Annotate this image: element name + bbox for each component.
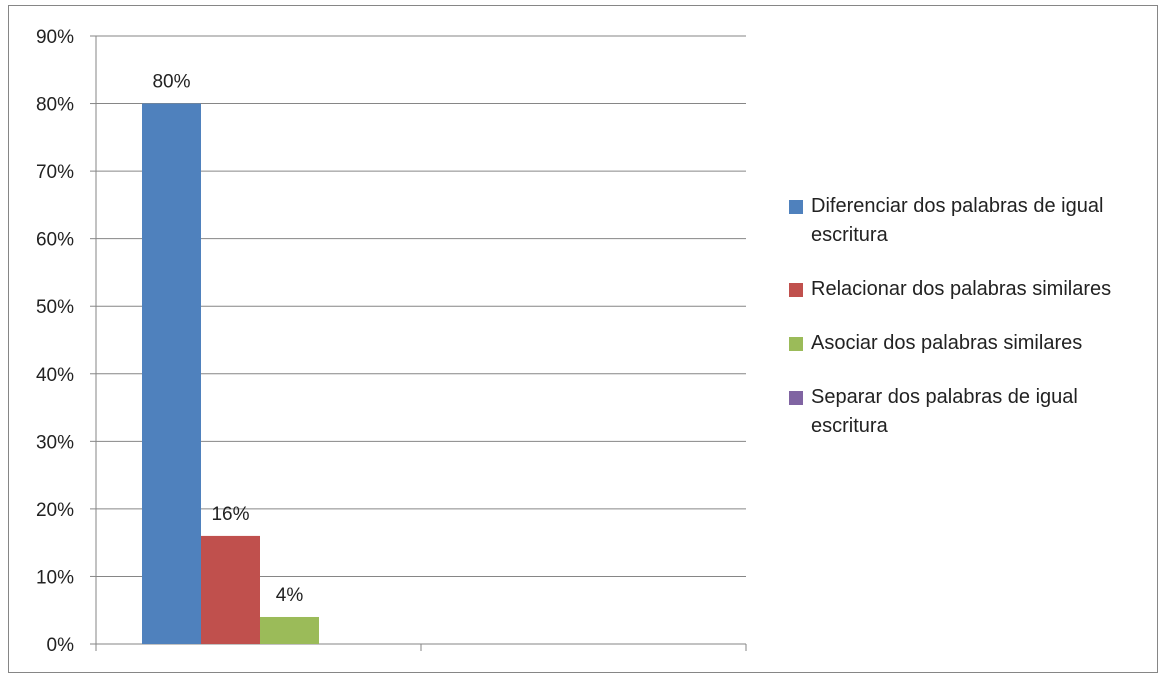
legend-label: Separar dos palabras de igual escritura <box>811 386 1078 437</box>
y-tick-label: 70% <box>36 162 74 183</box>
legend-swatch <box>789 391 803 405</box>
legend-item: Asociar dos palabras similares <box>789 329 1149 358</box>
data-label: 4% <box>276 585 304 606</box>
y-tick-label: 20% <box>36 500 74 521</box>
legend-label: Diferenciar dos palabras de igual escrit… <box>811 195 1104 246</box>
legend-label: Asociar dos palabras similares <box>811 332 1083 354</box>
legend-item: Relacionar dos palabras similares <box>789 275 1149 304</box>
legend-item: Diferenciar dos palabras de igual escrit… <box>789 192 1149 250</box>
y-tick-label: 30% <box>36 432 74 453</box>
legend-swatch <box>789 200 803 214</box>
bar <box>201 535 260 644</box>
y-tick-label: 50% <box>36 297 74 318</box>
legend: Diferenciar dos palabras de igual escrit… <box>789 192 1149 466</box>
data-label: 80% <box>152 72 190 93</box>
y-tick-label: 0% <box>47 635 75 656</box>
legend-swatch <box>789 337 803 351</box>
y-tick-label: 80% <box>36 95 74 116</box>
data-label: 16% <box>211 504 249 525</box>
y-tick-label: 40% <box>36 365 74 386</box>
y-tick-label: 10% <box>36 567 74 588</box>
bar <box>260 616 319 644</box>
bar <box>142 103 201 645</box>
legend-item: Separar dos palabras de igual escritura <box>789 383 1149 441</box>
y-tick-label: 60% <box>36 230 74 251</box>
legend-swatch <box>789 283 803 297</box>
y-tick-label: 90% <box>36 27 74 48</box>
legend-label: Relacionar dos palabras similares <box>811 278 1112 300</box>
